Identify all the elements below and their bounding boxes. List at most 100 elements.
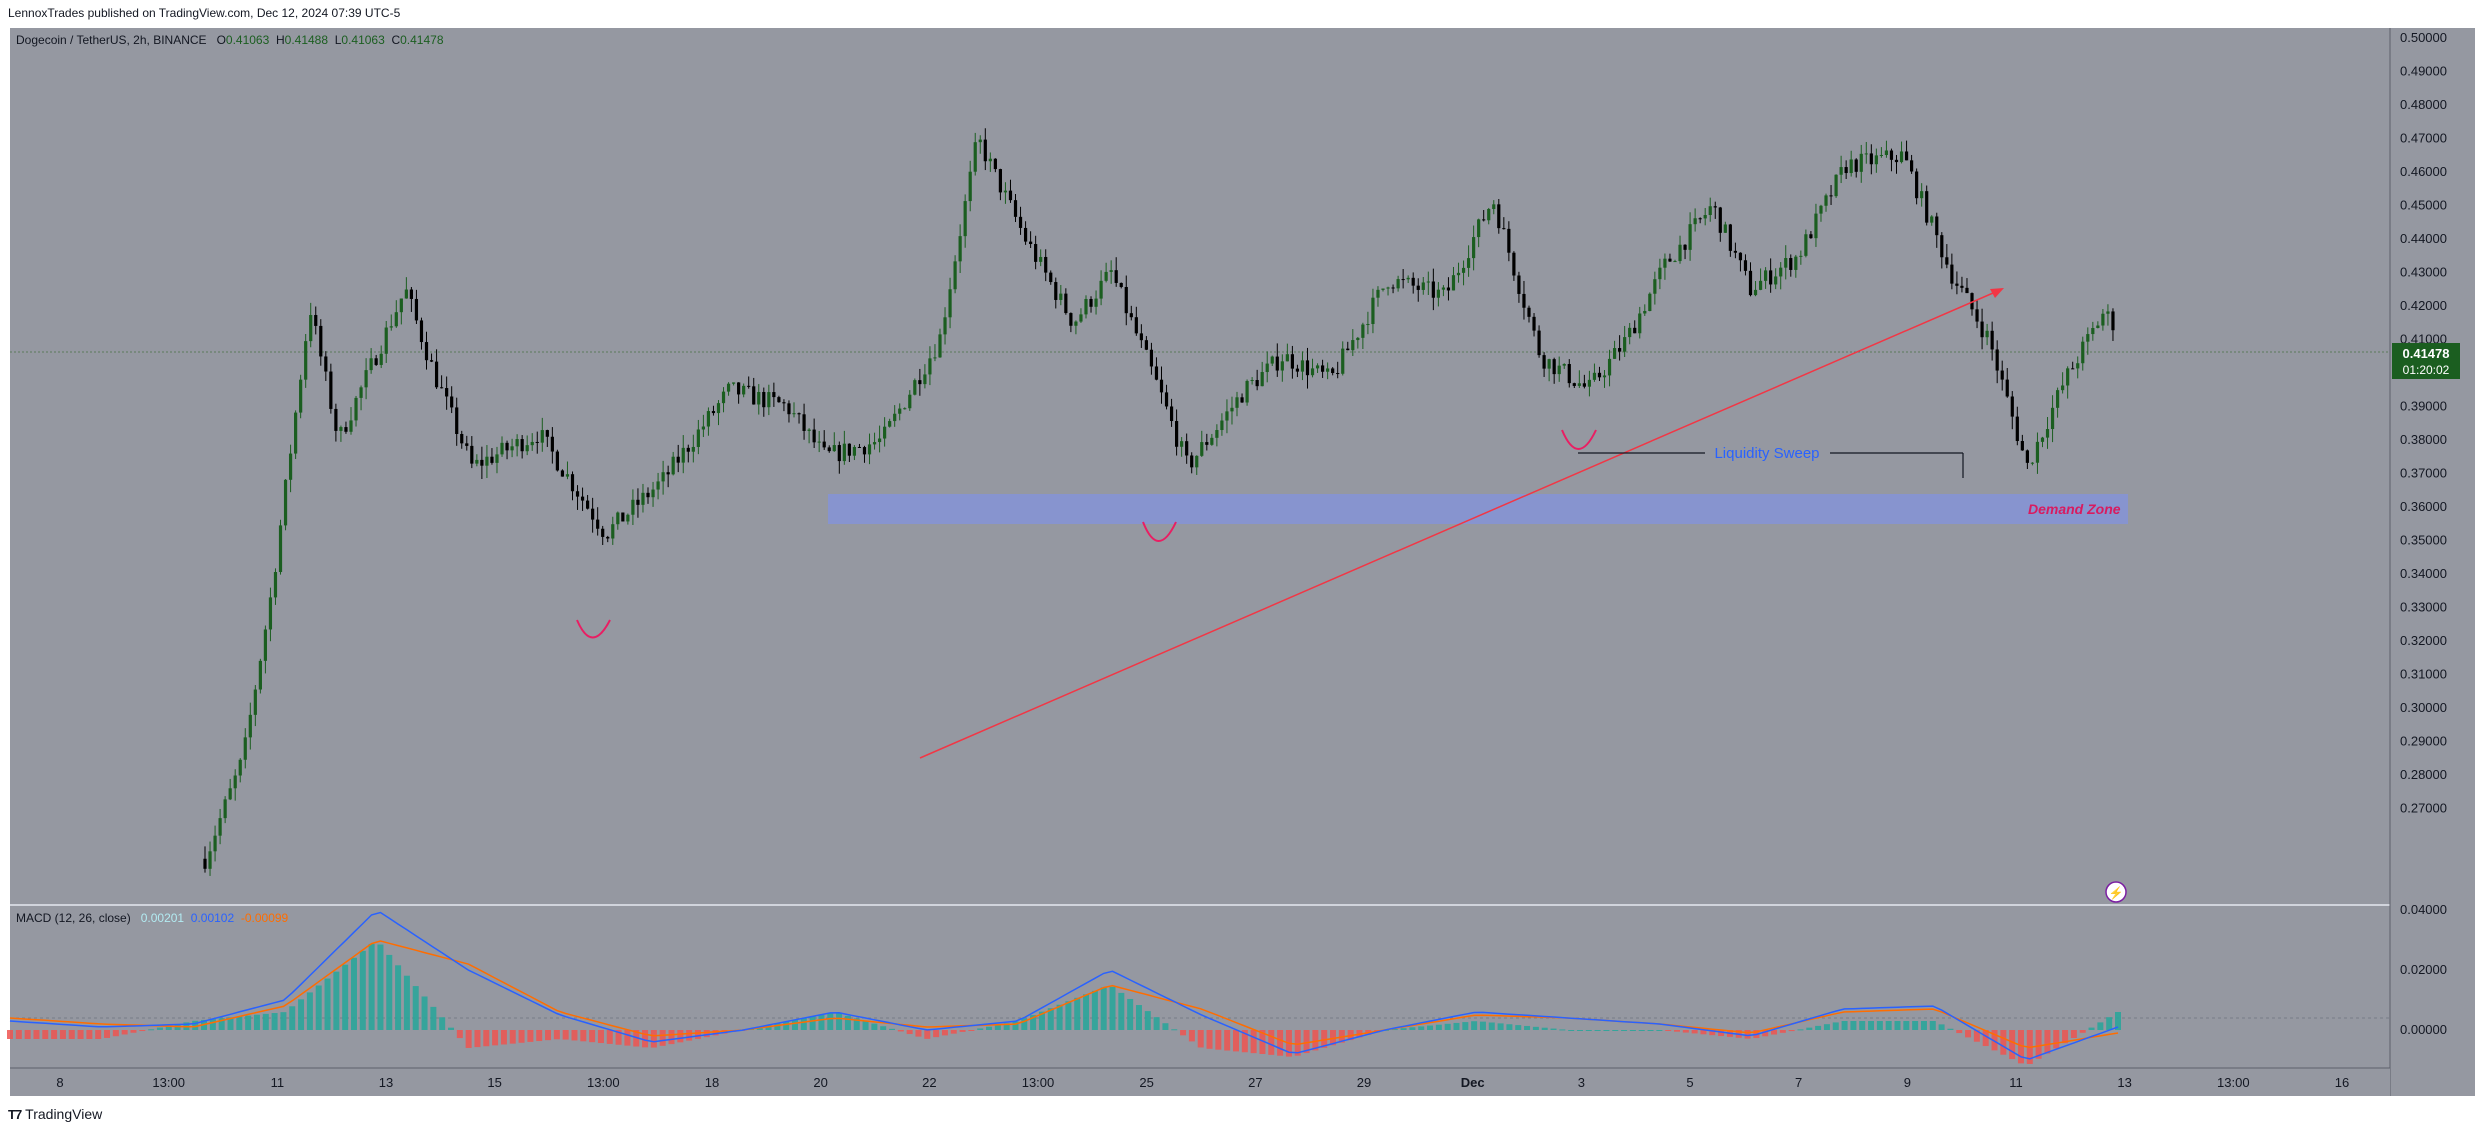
- candle: [1774, 268, 1778, 290]
- histogram-bar: [624, 1030, 631, 1046]
- histogram-bar: [1418, 1026, 1425, 1030]
- histogram-bar: [1003, 1023, 1010, 1030]
- candle: [938, 328, 942, 358]
- histogram-bar: [950, 1030, 957, 1034]
- macd-axis-ticks: 0.04000 0.02000 0.00000: [2400, 902, 2447, 1037]
- candle: [1044, 249, 1048, 282]
- candle: [1794, 254, 1798, 278]
- time-tick-11: 27: [1248, 1075, 1262, 1090]
- candle: [1124, 275, 1128, 326]
- histogram-bar: [1135, 1005, 1142, 1030]
- candle: [565, 461, 570, 480]
- histogram-bar: [192, 1020, 199, 1030]
- histogram-bar: [703, 1030, 710, 1038]
- candle: [409, 286, 414, 312]
- histogram-bar: [1603, 1030, 1610, 1031]
- histogram-bar: [377, 944, 384, 1030]
- demand-zone: [828, 494, 2128, 524]
- histogram-bar: [1647, 1030, 1654, 1031]
- candle: [973, 132, 977, 176]
- candle: [1587, 370, 1592, 397]
- candle: [1915, 168, 1919, 205]
- histogram-bar: [1056, 1004, 1063, 1030]
- candle: [535, 431, 539, 454]
- candle: [1185, 433, 1189, 464]
- histogram-bar: [1471, 1021, 1478, 1030]
- histogram-bar: [1021, 1018, 1028, 1030]
- candle: [1421, 276, 1425, 295]
- candle: [1079, 308, 1083, 323]
- candle: [1215, 424, 1219, 447]
- candle: [898, 403, 902, 421]
- candle: [1154, 357, 1159, 381]
- time-tick-2: 11: [271, 1075, 285, 1090]
- histogram-bar: [474, 1030, 481, 1048]
- high-label: H: [275, 33, 285, 47]
- histogram-bar: [1973, 1030, 1980, 1042]
- histogram-bar: [2106, 1017, 2113, 1030]
- candle: [1859, 144, 1863, 183]
- candle: [1351, 329, 1355, 356]
- tradingview-brand[interactable]: T7 TradingView: [8, 1106, 102, 1122]
- histogram-bar: [994, 1024, 1001, 1030]
- price-tick-5: 0.45000: [2400, 198, 2447, 213]
- histogram-bar: [606, 1030, 613, 1044]
- candle: [1683, 244, 1687, 260]
- candle: [369, 348, 373, 374]
- candle: [737, 382, 741, 404]
- price-tag-value: 0.41478: [2403, 346, 2450, 361]
- candle: [877, 425, 882, 453]
- histogram-bar: [571, 1030, 578, 1041]
- histogram-bar: [889, 1028, 896, 1030]
- histogram-bar: [333, 971, 340, 1030]
- histogram-bar: [1850, 1021, 1857, 1030]
- candle: [943, 307, 947, 345]
- candle: [963, 194, 967, 248]
- histogram-bar: [298, 999, 305, 1030]
- candle: [545, 429, 549, 447]
- histogram-bar: [1656, 1030, 1663, 1031]
- histogram-bar: [862, 1021, 869, 1030]
- candle: [404, 277, 408, 299]
- candle: [429, 353, 434, 363]
- candle: [1592, 363, 1597, 382]
- candle: [1718, 206, 1722, 242]
- candle: [1336, 361, 1340, 379]
- candle: [1597, 366, 1602, 381]
- histogram-bar: [1144, 1011, 1151, 1030]
- candle: [1804, 229, 1808, 258]
- time-tick-8: 22: [922, 1075, 936, 1090]
- histogram-bar: [1232, 1030, 1239, 1052]
- candle: [1034, 235, 1038, 270]
- histogram-bar: [1956, 1030, 1963, 1034]
- histogram-bar: [2070, 1030, 2077, 1038]
- candle: [1059, 284, 1063, 306]
- candle: [304, 333, 308, 388]
- macd-legend[interactable]: MACD (12, 26, close) 0.00201 0.00102 -0.…: [16, 911, 288, 925]
- histogram-bar: [1576, 1030, 1583, 1031]
- histogram-bar: [24, 1030, 31, 1039]
- time-axis-ticks: 8 13:00 11 13 15 13:00 18 20 22 13:00 25 27 29 Dec 3 5 7…: [56, 1075, 2349, 1090]
- macd-signal-value: -0.00099: [240, 911, 289, 925]
- candle: [767, 384, 771, 416]
- histogram-bar: [1444, 1023, 1451, 1030]
- histogram-bar: [2097, 1022, 2104, 1030]
- candle: [2010, 391, 2014, 430]
- replay-button[interactable]: ⚡: [2105, 881, 2127, 903]
- open-value: 0.41063: [225, 33, 270, 47]
- candle: [681, 435, 685, 474]
- histogram-bar: [518, 1030, 525, 1043]
- histogram-bar: [774, 1023, 781, 1030]
- time-tick-4: 15: [487, 1075, 501, 1090]
- histogram-bar: [545, 1030, 552, 1041]
- candle: [1270, 355, 1274, 366]
- candle: [1955, 271, 1959, 295]
- candle: [1406, 275, 1410, 284]
- candle: [580, 487, 585, 511]
- histogram-bar: [562, 1030, 569, 1040]
- candle: [586, 495, 590, 510]
- histogram-bar: [853, 1018, 860, 1030]
- candle: [1728, 223, 1732, 257]
- symbol-legend[interactable]: Dogecoin / TetherUS, 2h, BINANCE O0.4106…: [16, 33, 444, 47]
